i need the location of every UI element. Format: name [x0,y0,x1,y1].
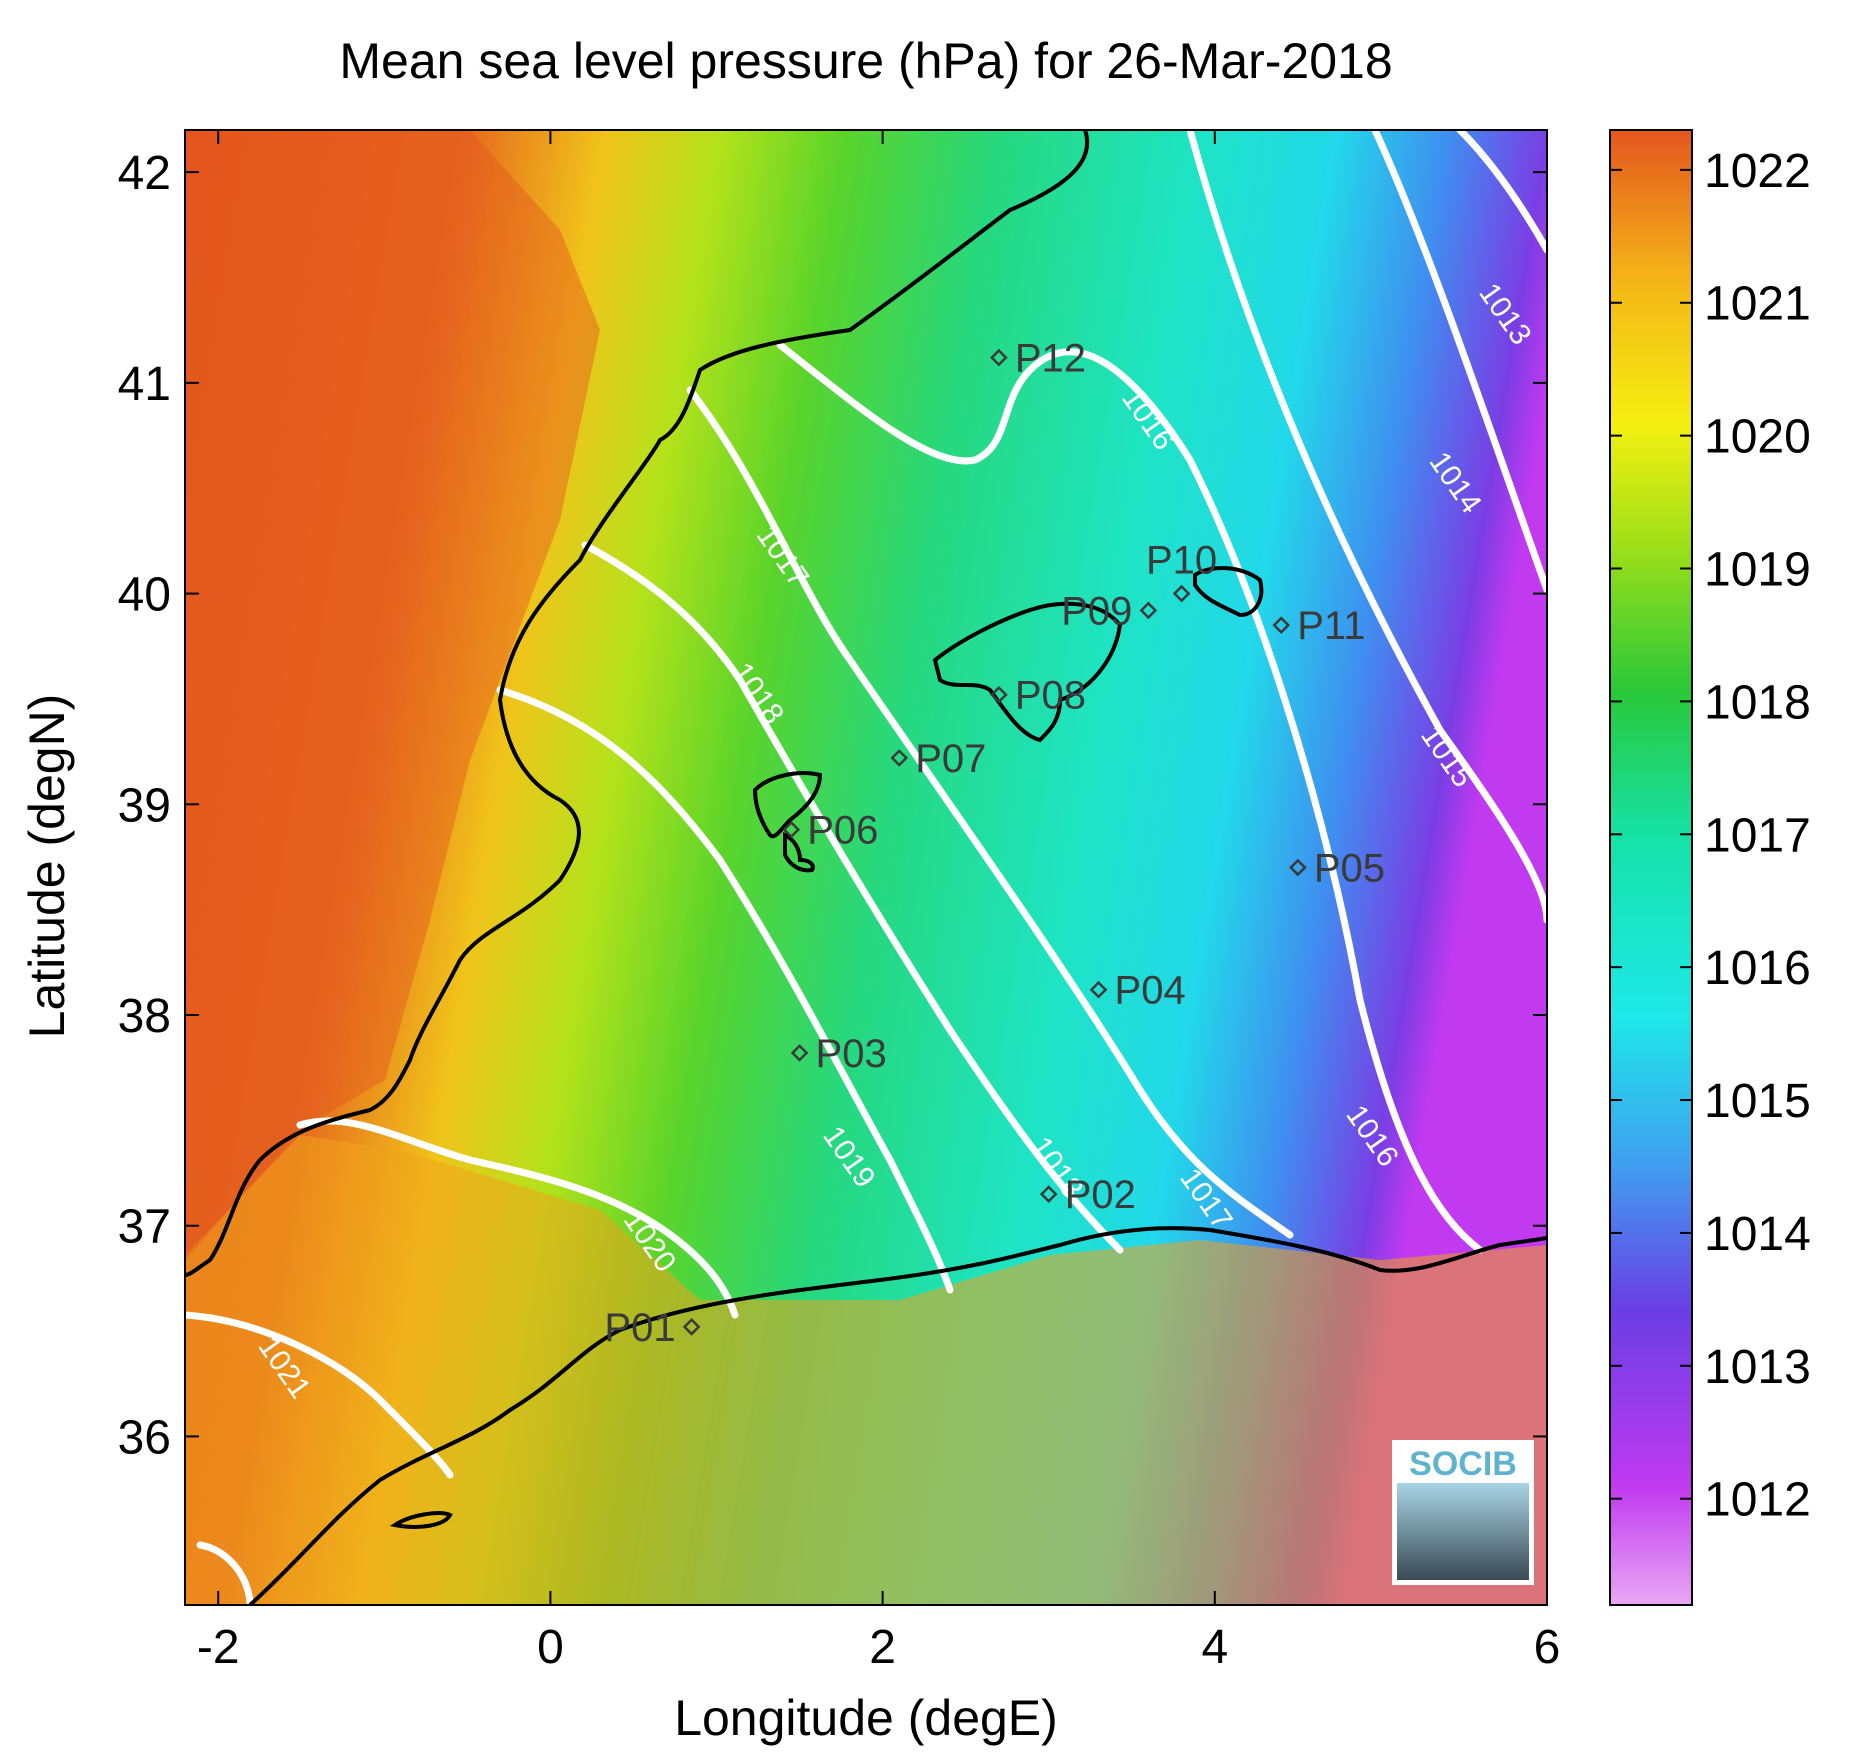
station-label: P12 [1015,337,1086,381]
colorbar-tick-label: 1016 [1704,942,1811,995]
y-axis-label: Latitude (degN) [19,694,75,1039]
x-tick-label: -2 [197,1621,240,1674]
chart-title: Mean sea level pressure (hPa) for 26-Mar… [339,33,1392,89]
mallorca-coastline [932,601,1123,743]
colorbar-tick-label: 1014 [1704,1208,1811,1261]
colorbar-tick-label: 1012 [1704,1474,1811,1527]
socib-logo: SOCIB [1392,1440,1534,1585]
logo-image [1397,1483,1529,1580]
y-tick-label: 41 [118,358,171,411]
station-label: P06 [807,809,878,853]
y-tick-label: 40 [118,569,171,622]
menorca-coastline [1193,566,1264,618]
y-tick-label: 37 [118,1201,171,1254]
y-tick-label: 36 [118,1411,171,1464]
station-marker [990,348,1008,367]
plot-area: 1013101410151016101610171017101810181019… [185,130,1547,1605]
station-marker [1139,601,1158,620]
contour-1021 [185,1311,454,1479]
station-marker [682,1318,701,1336]
y-tick-label: 39 [118,779,171,832]
plot-frame [184,129,1548,1606]
y-tick-label: 38 [118,990,171,1043]
x-tick-label: 0 [537,1621,564,1674]
alboran-island [389,1511,453,1529]
station-marker [990,685,1008,704]
colorbar-ticks: 1012 1013 1014 1015 1016 1017 1018 1019 1020 1021… [1610,145,1811,1527]
station-label: P01 [604,1306,675,1350]
iberia-coastline [185,130,1090,1277]
station-label: P07 [915,737,986,781]
contour-lines [185,130,1547,1605]
station-marker [1089,980,1108,999]
formentera-coastline [783,831,815,873]
contour-1015 [1186,130,1547,924]
station-label: P09 [1061,589,1132,633]
logo-text: SOCIB [1409,1445,1517,1483]
contour-1016-north [776,341,1484,1254]
contour-1017 [686,386,1294,1239]
colorbar-tick-label: 1019 [1704,544,1811,597]
station-marker [782,820,801,839]
station-marker [1272,616,1291,635]
y-tick-label: 42 [118,147,171,200]
y-axis-ticks: 36 37 38 39 40 41 42 [118,147,1547,1464]
station-marker [1039,1185,1058,1203]
africa-coastline [248,1226,1547,1605]
contour-1013 [1456,130,1547,254]
x-axis-ticks: -2 0 2 4 6 [197,130,1560,1674]
station-marker [890,749,909,767]
station-label: P03 [816,1032,887,1076]
colorbar-tick-label: 1020 [1704,411,1811,464]
contour-1022 [196,1541,254,1605]
station-marker [1172,584,1191,603]
station-label: P08 [1015,674,1086,718]
colorbar [1609,129,1693,1606]
colorbar-tick-label: 1022 [1704,145,1811,198]
x-tick-label: 6 [1534,1621,1561,1674]
station-label: P11 [1297,604,1365,648]
contour-1019 [496,686,954,1294]
contour-1020 [296,1117,739,1319]
contour-1018 [581,541,1124,1254]
station-marker [1289,858,1307,877]
x-tick-label: 2 [869,1621,896,1674]
station-label: P10 [1146,539,1217,583]
colorbar-tick-label: 1015 [1704,1075,1811,1128]
colorbar-tick-label: 1018 [1704,676,1811,729]
contour-1014 [1371,130,1547,594]
stations: P01 P02 P03 P04 P05 P06 P07 P08 P09 P10 P11 P12 [604,337,1385,1350]
x-axis-label: Longitude (degE) [674,1690,1058,1746]
station-label: P02 [1065,1173,1136,1217]
north-land-relief [185,130,600,1260]
colorbar-tick-label: 1021 [1704,278,1811,331]
ibiza-coastline [752,771,823,839]
station-label: P04 [1115,969,1186,1013]
colorbar-tick-label: 1013 [1704,1341,1811,1394]
south-land-relief [185,1135,1547,1605]
x-tick-label: 4 [1201,1621,1228,1674]
colorbar-tick-label: 1017 [1704,809,1811,862]
station-label: P05 [1314,847,1385,891]
station-marker [790,1044,809,1062]
coastlines [185,130,1547,1605]
